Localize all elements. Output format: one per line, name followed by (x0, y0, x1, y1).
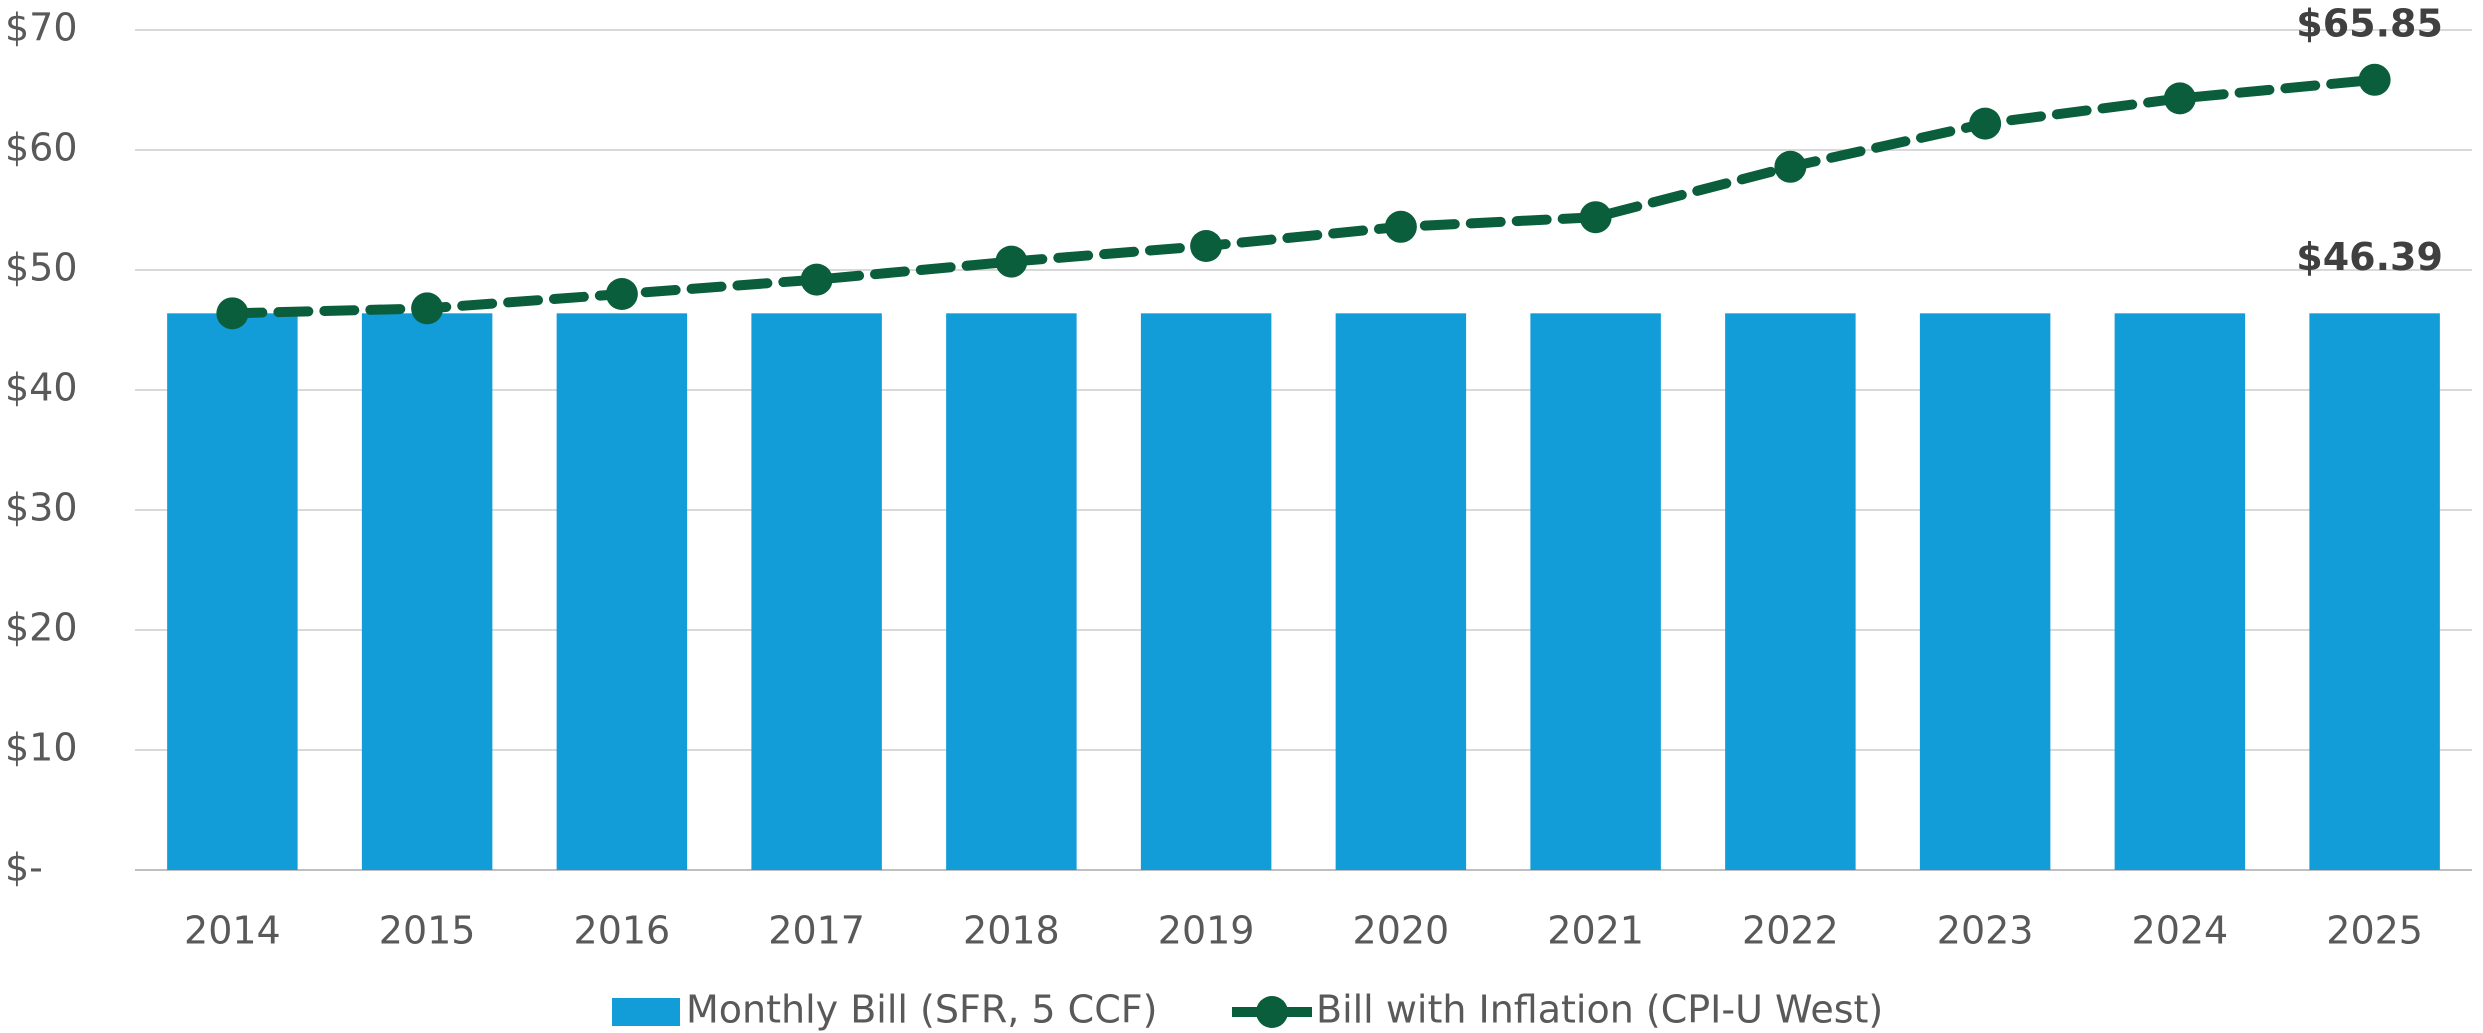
legend-label: Monthly Bill (SFR, 5 CCF) (686, 988, 1157, 1032)
marker (411, 292, 444, 325)
x-tick-label: 2023 (1937, 909, 2034, 953)
marker (995, 245, 1028, 278)
marker (2163, 82, 2196, 115)
x-tick-label: 2017 (768, 909, 865, 953)
x-tick-label: 2015 (379, 909, 476, 953)
line (227, 74, 2380, 319)
bar (1335, 313, 1467, 870)
bar (556, 313, 688, 870)
data-label: $46.39 (2296, 235, 2443, 279)
y-tick-label: $30 (5, 486, 78, 530)
x-tick-label: 2022 (1742, 909, 1839, 953)
y-tick-label: $40 (5, 366, 78, 410)
x-tick-label: 2018 (963, 909, 1060, 953)
legend-marker (1256, 996, 1288, 1028)
marker (800, 263, 833, 296)
bar (1919, 313, 2051, 870)
x-tick-label: 2016 (574, 909, 671, 953)
data-label: $65.85 (2296, 1, 2443, 45)
bar (2309, 313, 2440, 870)
x-tick-label: 2019 (1158, 909, 1255, 953)
marker (1384, 210, 1417, 243)
y-tick-label: $- (5, 846, 43, 890)
bar (1530, 313, 1661, 870)
bar (946, 313, 1077, 870)
legend-swatch (612, 998, 680, 1026)
marker (2358, 63, 2391, 96)
marker (1774, 150, 1807, 183)
y-tick-label: $10 (5, 726, 78, 770)
x-tick-label: 2020 (1353, 909, 1450, 953)
marker (1190, 230, 1223, 262)
bar (1725, 313, 1856, 870)
y-tick-label: $50 (5, 246, 78, 290)
bar (361, 313, 493, 870)
marker (1579, 201, 1612, 234)
x-tick-label: 2014 (184, 909, 281, 953)
bar (1140, 313, 1272, 870)
x-tick-label: 2024 (2132, 909, 2229, 953)
x-tick-label: 2025 (2326, 909, 2423, 953)
marker (216, 297, 249, 330)
marker (605, 278, 638, 310)
bar (751, 313, 882, 870)
bar (167, 313, 298, 870)
marker (1969, 107, 2002, 140)
x-tick-label: 2021 (1547, 909, 1644, 953)
bar (2114, 313, 2246, 870)
y-tick-label: $20 (5, 606, 78, 650)
y-tick-label: $70 (5, 6, 78, 50)
legend-label: Bill with Inflation (CPI-U West) (1316, 988, 1883, 1032)
y-tick-label: $60 (5, 126, 78, 170)
